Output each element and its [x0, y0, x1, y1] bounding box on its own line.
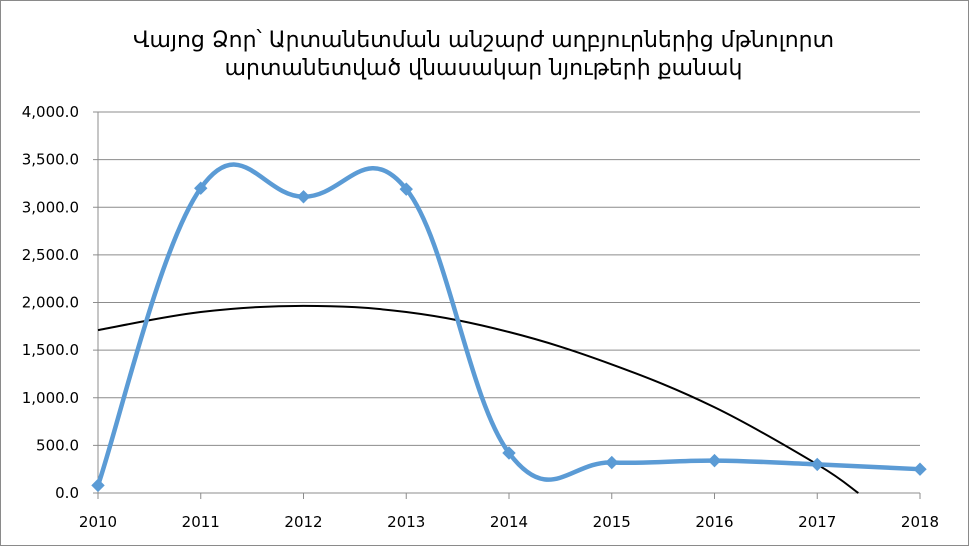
data-point-marker — [296, 190, 311, 204]
y-tick-label: 3,000.0 — [22, 198, 79, 216]
chart-title: Վայոց Ձոր՝ Արտանետման անշարժ աղբյուրների… — [0, 27, 967, 83]
data-point-marker — [502, 446, 516, 460]
x-tick-label: 2015 — [593, 513, 631, 531]
series-line — [95, 162, 923, 488]
trendline — [97, 304, 859, 494]
y-tick-label: 500.0 — [36, 436, 79, 454]
y-tick-label: 4,000.0 — [22, 103, 79, 121]
data-point-marker — [91, 478, 105, 493]
x-tick-label: 2013 — [387, 513, 425, 531]
x-tick-label: 2010 — [79, 513, 117, 531]
data-point-marker — [913, 462, 927, 476]
y-tick-label: 1,500.0 — [22, 341, 79, 359]
chart-title-line-1: Վայոց Ձոր՝ Արտանետման անշարժ աղբյուրների… — [132, 28, 835, 53]
gridlines — [98, 111, 920, 446]
y-tick-label: 3,500.0 — [22, 151, 79, 169]
chart-title-line-2: արտանետված վնասակար նյութերի քանակ — [224, 56, 743, 81]
axes — [93, 111, 921, 499]
data-point-marker — [605, 455, 619, 470]
x-tick-label: 2018 — [901, 513, 939, 531]
data-point-marker — [194, 181, 208, 195]
data-point-marker — [707, 453, 722, 468]
y-axis-tick-labels: 0.0 500.0 1,000.0 1,500.0 2,000.0 2,500.0 3,00… — [22, 103, 79, 502]
data-series — [91, 162, 927, 493]
x-tick-label: 2016 — [695, 513, 733, 531]
y-tick-label: 0.0 — [55, 484, 79, 502]
x-axis-tick-labels: 2010 2011 2012 2013 2014 2015 2016 2017 2018 — [79, 513, 939, 531]
x-tick-label: 2017 — [798, 513, 836, 531]
y-tick-label: 2,000.0 — [22, 294, 79, 312]
data-point-marker — [810, 457, 824, 472]
x-tick-label: 2012 — [284, 513, 322, 531]
data-point-marker — [399, 182, 413, 196]
x-tick-label: 2011 — [182, 513, 220, 531]
trendline-path — [97, 304, 859, 494]
y-tick-label: 1,000.0 — [22, 389, 79, 407]
x-tick-label: 2014 — [490, 513, 528, 531]
y-tick-label: 2,500.0 — [22, 246, 79, 264]
